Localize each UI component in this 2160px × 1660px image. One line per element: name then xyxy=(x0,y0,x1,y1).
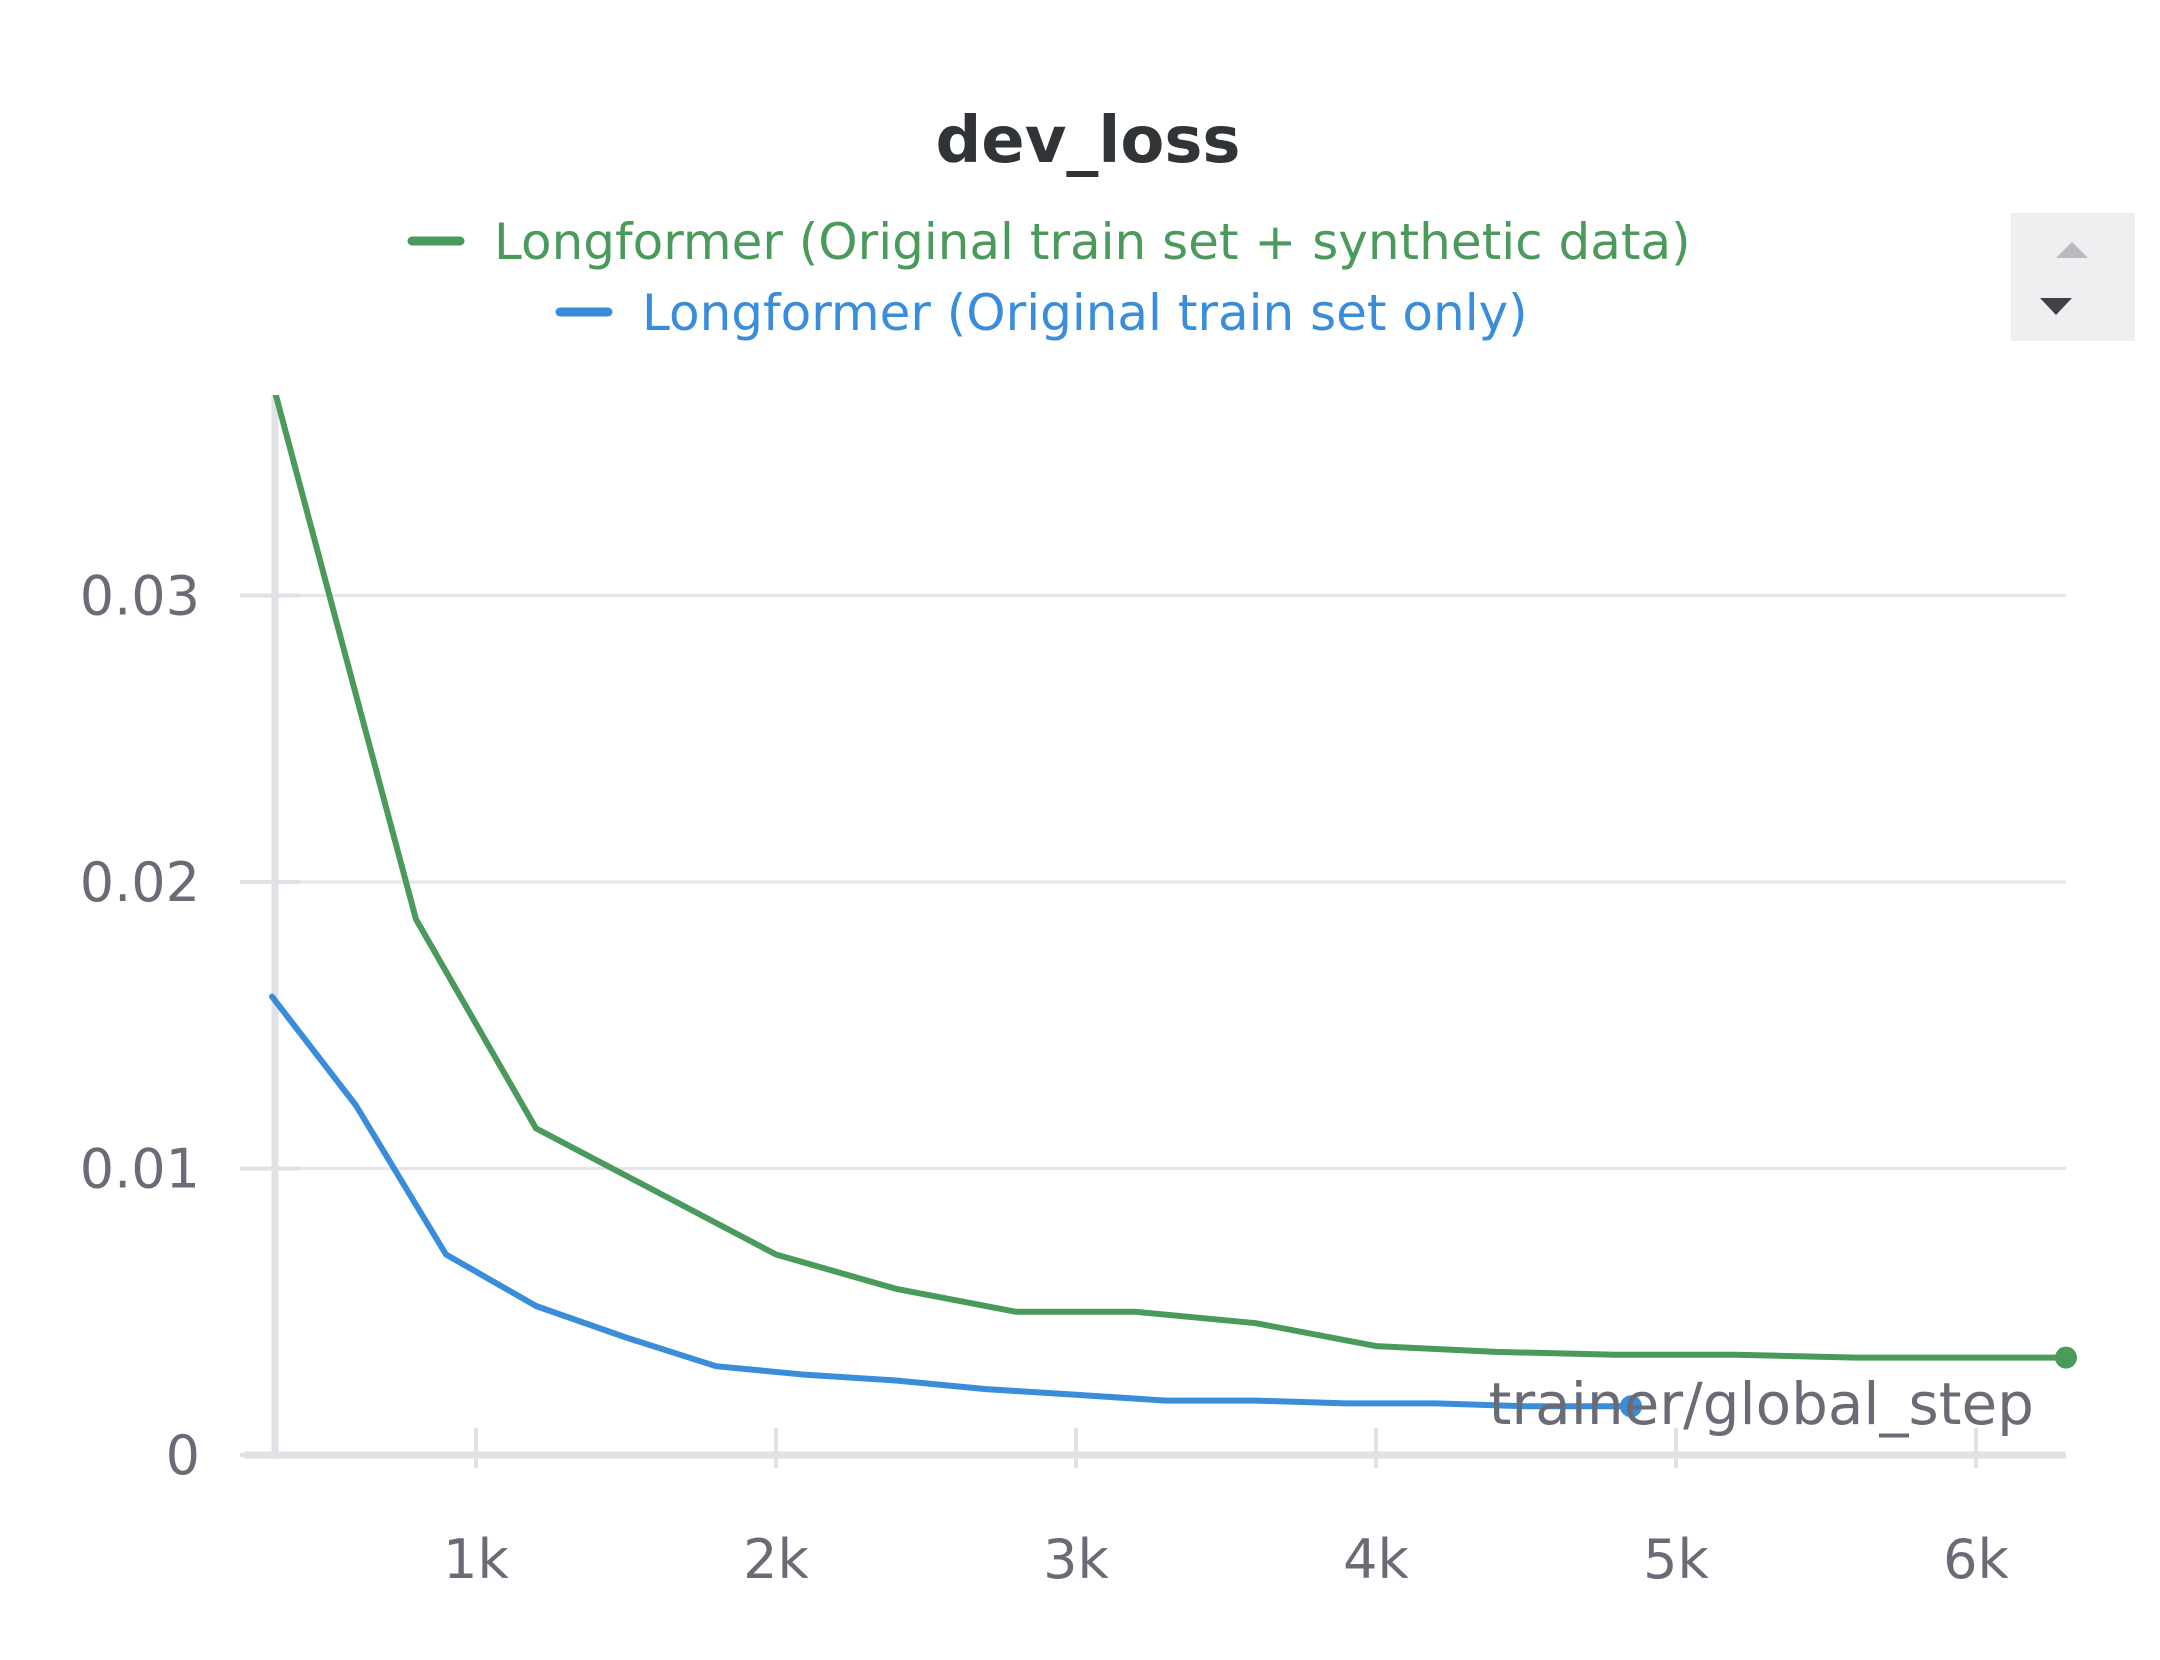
x-tick-label: 6k xyxy=(1943,1528,2009,1591)
legend-scroll-box xyxy=(2011,213,2135,341)
legend-scroll-control xyxy=(2011,213,2135,341)
series-end-point-1 xyxy=(2055,1346,2077,1369)
y-tick-label: 0.03 xyxy=(80,565,200,628)
series-line-1 xyxy=(272,395,2069,1361)
legend-label-1: Longformer (Original train set + synthet… xyxy=(494,213,1691,271)
x-tick-label: 3k xyxy=(1043,1528,1109,1591)
triangle-down-icon[interactable] xyxy=(2040,298,2072,315)
series-line-2 xyxy=(269,993,1634,1410)
y-tick-label: 0.01 xyxy=(80,1138,200,1201)
legend: Longformer (Original train set + synthet… xyxy=(407,213,1691,342)
grid-lines xyxy=(272,594,2066,1171)
y-tick-label: 0.02 xyxy=(80,851,200,914)
x-tick-label: 2k xyxy=(743,1528,809,1591)
x-axis-ticks: 1k 2k 3k 4k 5k 6k xyxy=(443,1428,2010,1591)
legend-label-2: Longformer (Original train set only) xyxy=(642,284,1528,342)
y-tick-label: 0 xyxy=(166,1424,200,1487)
x-tick-label: 4k xyxy=(1343,1528,1409,1591)
chart-title: dev_loss xyxy=(935,104,1240,178)
axes xyxy=(244,395,2066,1459)
x-tick-label: 1k xyxy=(443,1528,509,1591)
series-end-point-2 xyxy=(1620,1395,1642,1418)
series-group xyxy=(269,395,2077,1418)
x-tick-label: 5k xyxy=(1643,1528,1709,1591)
x-axis-title: trainer/global_step xyxy=(1489,1370,2034,1438)
y-axis-ticks: 0 0.01 0.02 0.03 xyxy=(80,565,300,1487)
triangle-up-icon[interactable] xyxy=(2056,242,2088,258)
